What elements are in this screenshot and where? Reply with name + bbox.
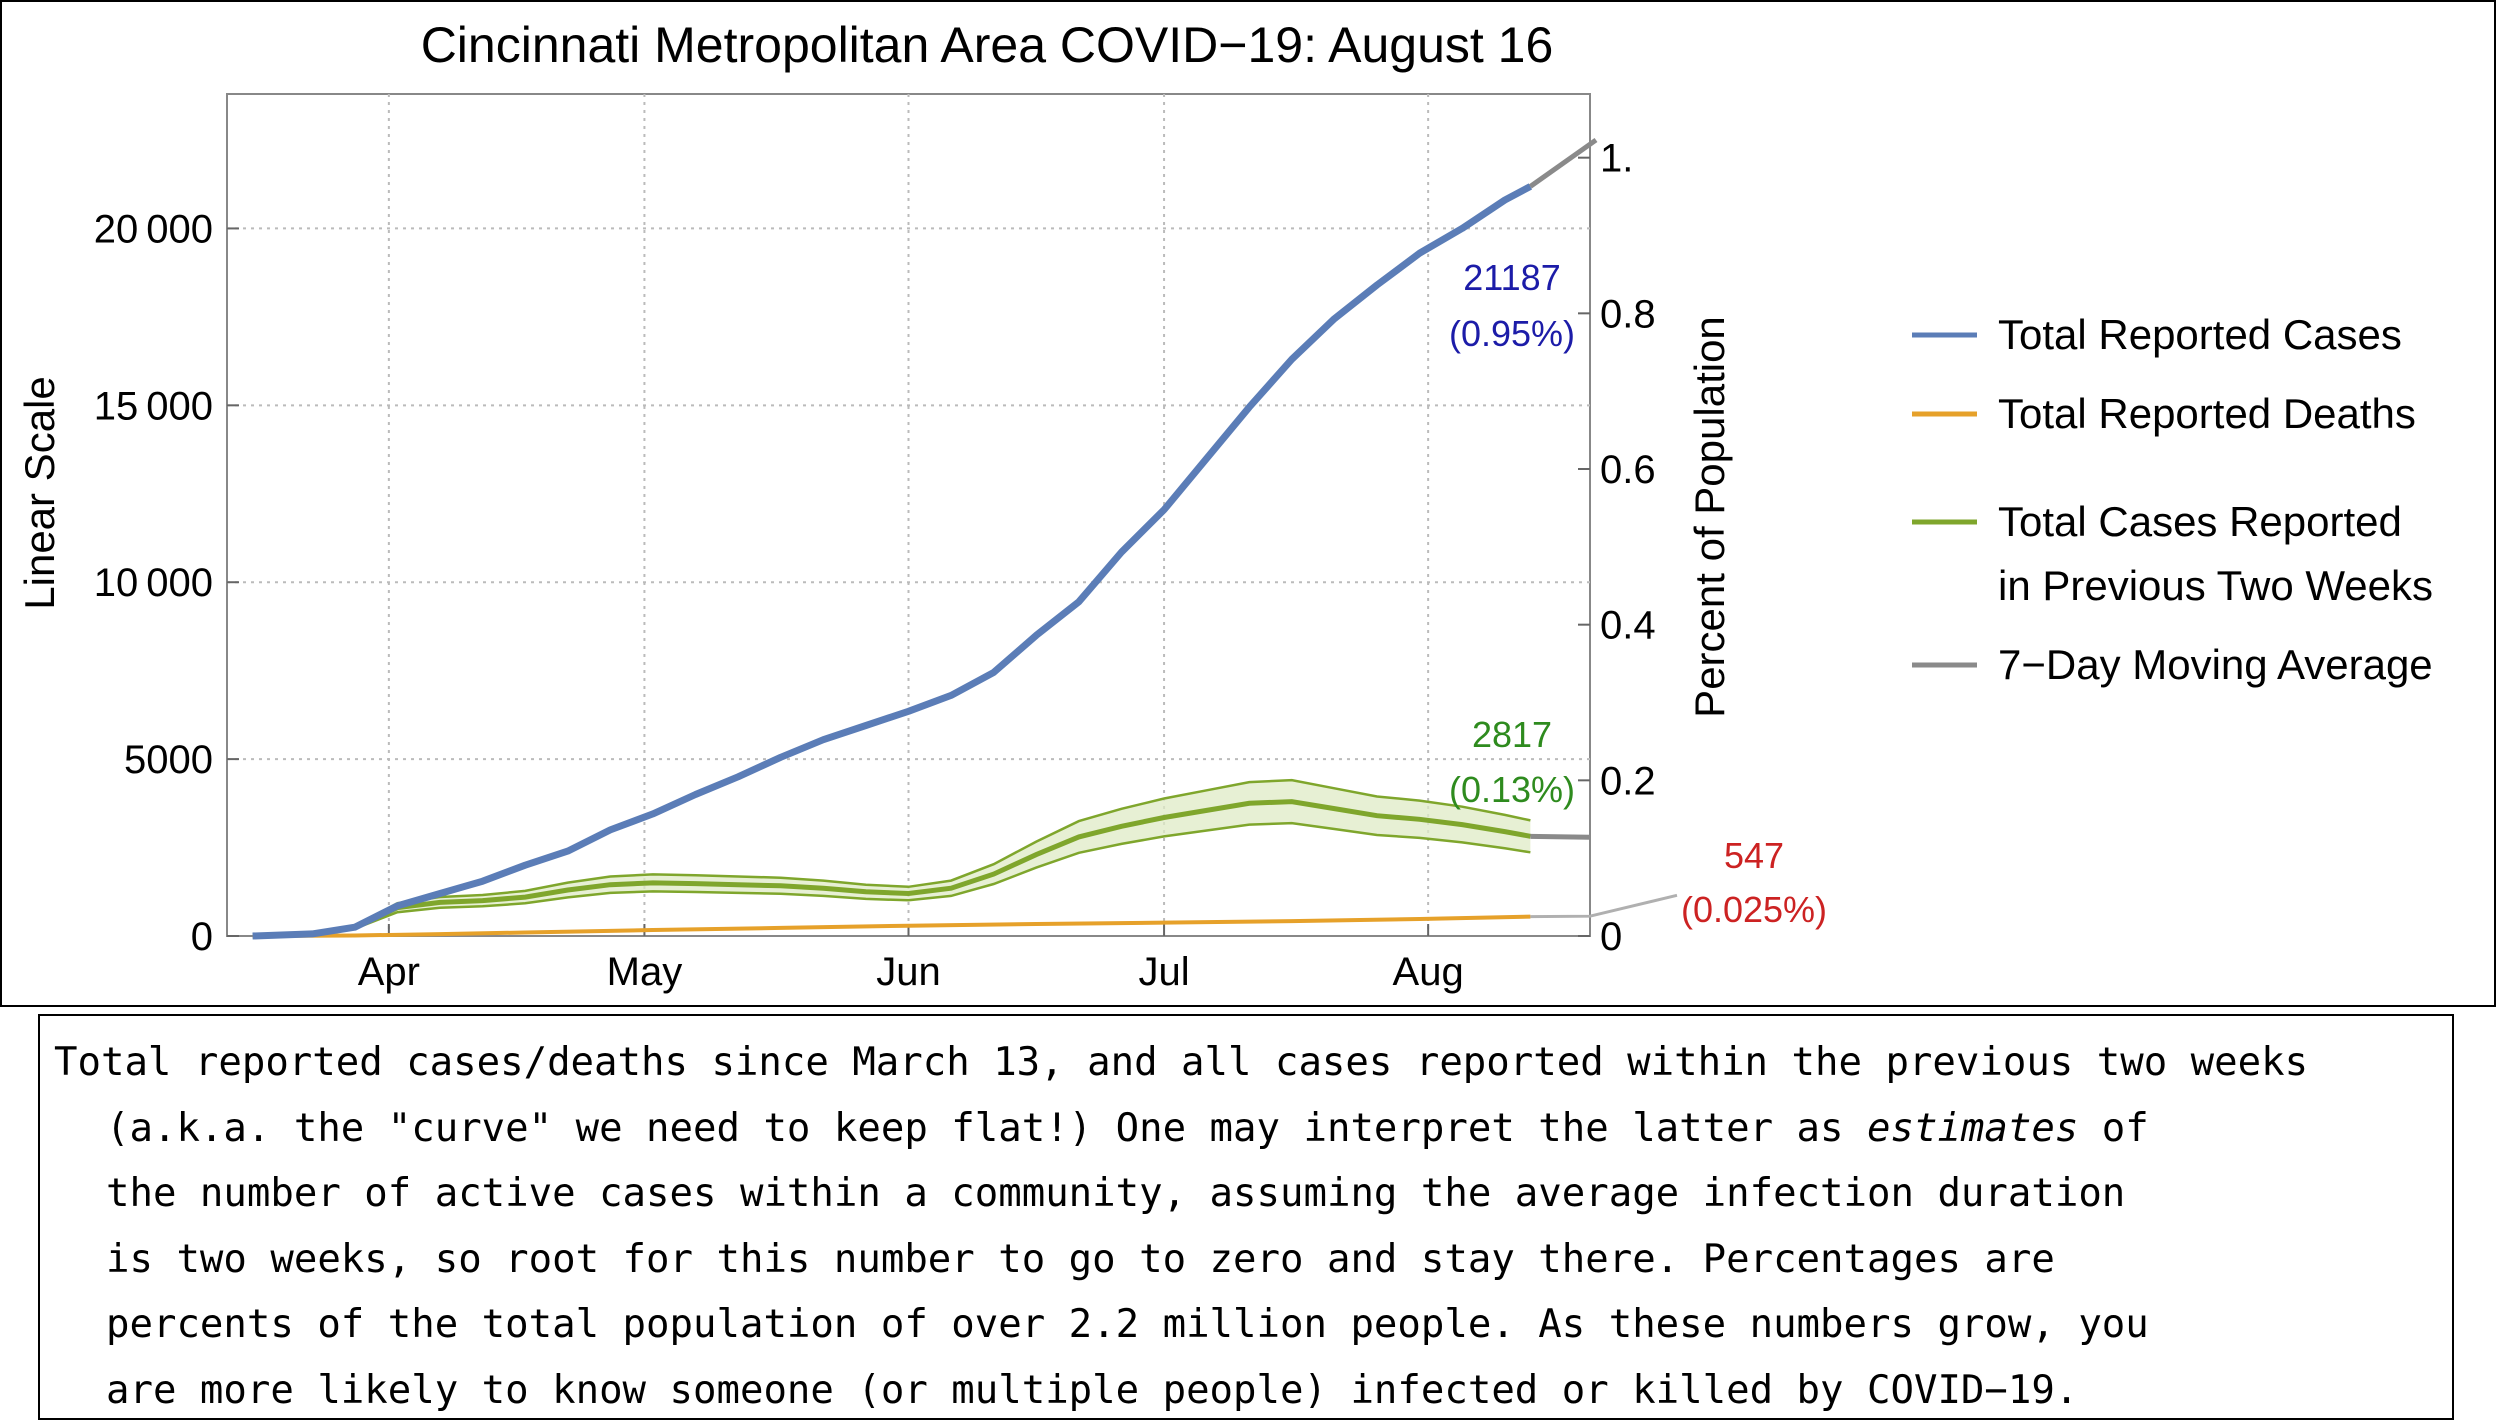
y2-tick-label: 0.8: [1600, 292, 1656, 336]
caption-line-5: percents of the total population of over…: [106, 1302, 2149, 1347]
caption-line-4: is two weeks, so root for this number to…: [106, 1236, 2055, 1282]
legend-label: 7−Day Moving Average: [1998, 641, 2433, 688]
cases-line: [252, 183, 1533, 940]
legend-label: Total Cases Reported: [1998, 498, 2402, 545]
two-week-moving-average: [1530, 833, 1591, 840]
two-week-lower-line: [252, 821, 1531, 938]
caption-line-6: are more likely to know someone (or mult…: [106, 1367, 2079, 1413]
annotation-percent: (0.025%): [1681, 889, 1827, 930]
y-axis-label: Linear Scale: [16, 376, 63, 609]
x-tick-label: Apr: [358, 950, 420, 994]
legend: Total Reported Cases Total Reported Death…: [1912, 311, 2433, 688]
y-tick-label: 0: [191, 915, 213, 959]
annotation-percent: (0.95%): [1449, 313, 1575, 354]
annotation-value: 547: [1724, 835, 1784, 876]
legend-label: Total Reported Cases: [1998, 311, 2402, 358]
x-tick-label: Aug: [1393, 950, 1464, 994]
deaths-line: [252, 914, 1531, 938]
y-tick-label: 15 000: [94, 384, 213, 428]
x-tick-label: May: [607, 950, 683, 994]
y-tick-label: 5000: [124, 738, 213, 782]
two-week-band: [252, 780, 1531, 936]
chart-svg: Cincinnati Metropolitan Area COVID−19: A…: [16, 17, 2433, 994]
y2-axis-label: Percent of Population: [1686, 316, 1733, 718]
cases-moving-average: [1528, 137, 1598, 189]
x-tick-label: Jul: [1138, 950, 1189, 994]
x-tick-label: Jun: [876, 950, 941, 994]
caption-line-2-a: (a.k.a. the "curve" we need to keep flat…: [106, 1105, 1867, 1151]
chart-title: Cincinnati Metropolitan Area COVID−19: A…: [421, 17, 1554, 73]
caption-line-1: Total reported cases/deaths since March …: [54, 1040, 2309, 1085]
legend-label: Total Reported Deaths: [1998, 390, 2416, 437]
two-week-upper-line: [252, 778, 1531, 938]
y2-tick-label: 0.6: [1600, 448, 1656, 492]
caption-box: Total reported cases/deaths since March …: [38, 1014, 2454, 1420]
y2-tick-label: 0: [1600, 915, 1622, 959]
legend-label: in Previous Two Weeks: [1998, 562, 2433, 609]
chart-frame: Cincinnati Metropolitan Area COVID−19: A…: [0, 0, 2496, 1007]
y-tick-label: 20 000: [94, 207, 213, 251]
y-tick-label: 10 000: [94, 561, 213, 605]
caption-line-2: (a.k.a. the "curve" we need to keep flat…: [54, 1096, 2452, 1162]
annotation-percent: (0.13%): [1449, 769, 1575, 810]
y2-tick-label: 0.2: [1600, 759, 1656, 803]
two-week-cases-line: [252, 799, 1531, 939]
caption-line-3: the number of active cases within a comm…: [106, 1171, 2126, 1216]
caption-line-2-em: estimates: [1867, 1105, 2079, 1151]
y2-tick-label: 1.: [1600, 137, 1633, 181]
y2-tick-label: 0.4: [1600, 604, 1656, 648]
caption-line-2-b: of: [2078, 1105, 2149, 1151]
deaths-moving-average: [1530, 893, 1678, 919]
annotation-value: 21187: [1463, 257, 1560, 298]
annotation-value: 2817: [1472, 714, 1552, 755]
